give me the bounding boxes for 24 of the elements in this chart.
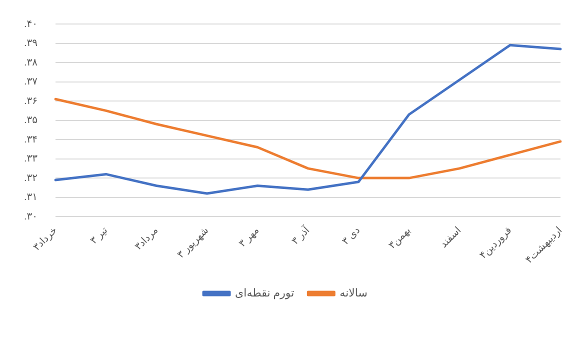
x-tick-label: دی ۳ <box>340 225 363 248</box>
x-tick-label: اردیبهشت۴ <box>524 225 565 266</box>
x-tick-label: بهمن۳ <box>386 225 414 252</box>
y-tick-label: .۳۷ <box>24 76 38 88</box>
legend-label: سالانه <box>340 288 368 300</box>
y-tick-label: .۳۵ <box>24 115 38 126</box>
x-tick-label: مهر ۳ <box>237 225 262 250</box>
y-tick-label: .۳۰ <box>24 211 38 222</box>
y-tick-label: .۳۴ <box>24 134 38 146</box>
y-tick-label: .۳۸ <box>24 57 38 68</box>
x-tick-label: تیر ۳ <box>88 224 110 247</box>
x-tick-label: خرداد۳ <box>31 225 60 254</box>
x-tick-label: مرداد۳ <box>133 225 161 253</box>
y-tick-label: .۳۲ <box>24 172 38 184</box>
y-tick-label: .۴۰ <box>24 18 38 30</box>
y-tick-label: .۳۳ <box>24 154 38 165</box>
x-tick-label: آذر ۳ <box>288 222 313 248</box>
y-tick-label: .۳۶ <box>24 96 38 107</box>
y-tick-label: .۳۹ <box>24 38 38 50</box>
x-tick-label: فروردین۴ <box>478 224 514 262</box>
x-tick-label: اسفند <box>438 225 464 250</box>
legend-label: تورم نقطه‌ای <box>235 288 294 300</box>
x-tick-label: شهریور ۳ <box>175 225 212 261</box>
y-tick-label: .۳۱ <box>24 192 38 204</box>
